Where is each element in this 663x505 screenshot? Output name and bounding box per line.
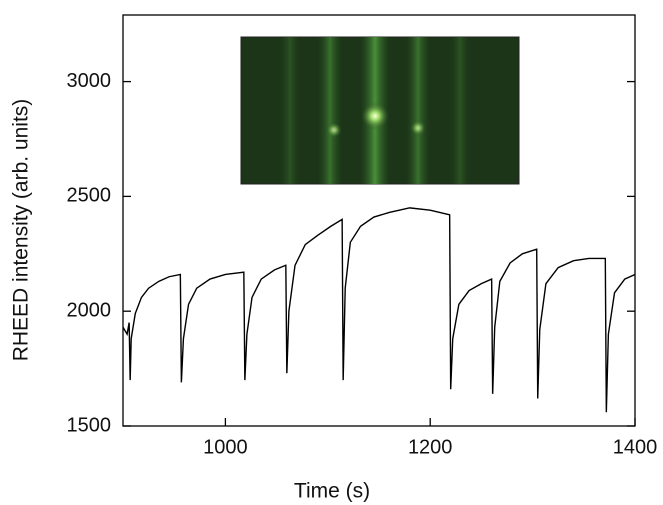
- y-tick-label: 2500: [67, 185, 112, 207]
- data-line: [122, 207, 636, 413]
- x-tick-label: 1400: [613, 436, 658, 458]
- y-axis-label: RHEED intensity (arb. units): [10, 99, 33, 362]
- y-tick-label: 3000: [67, 70, 112, 92]
- plot-frame: [122, 14, 636, 427]
- y-tick-label: 1500: [67, 414, 112, 436]
- x-tick-label: 1000: [203, 436, 248, 458]
- inset-image: [240, 36, 520, 185]
- x-tick-label: 1200: [408, 436, 453, 458]
- y-tick-label: 2000: [67, 299, 112, 321]
- x-axis-label: Time (s): [294, 480, 370, 503]
